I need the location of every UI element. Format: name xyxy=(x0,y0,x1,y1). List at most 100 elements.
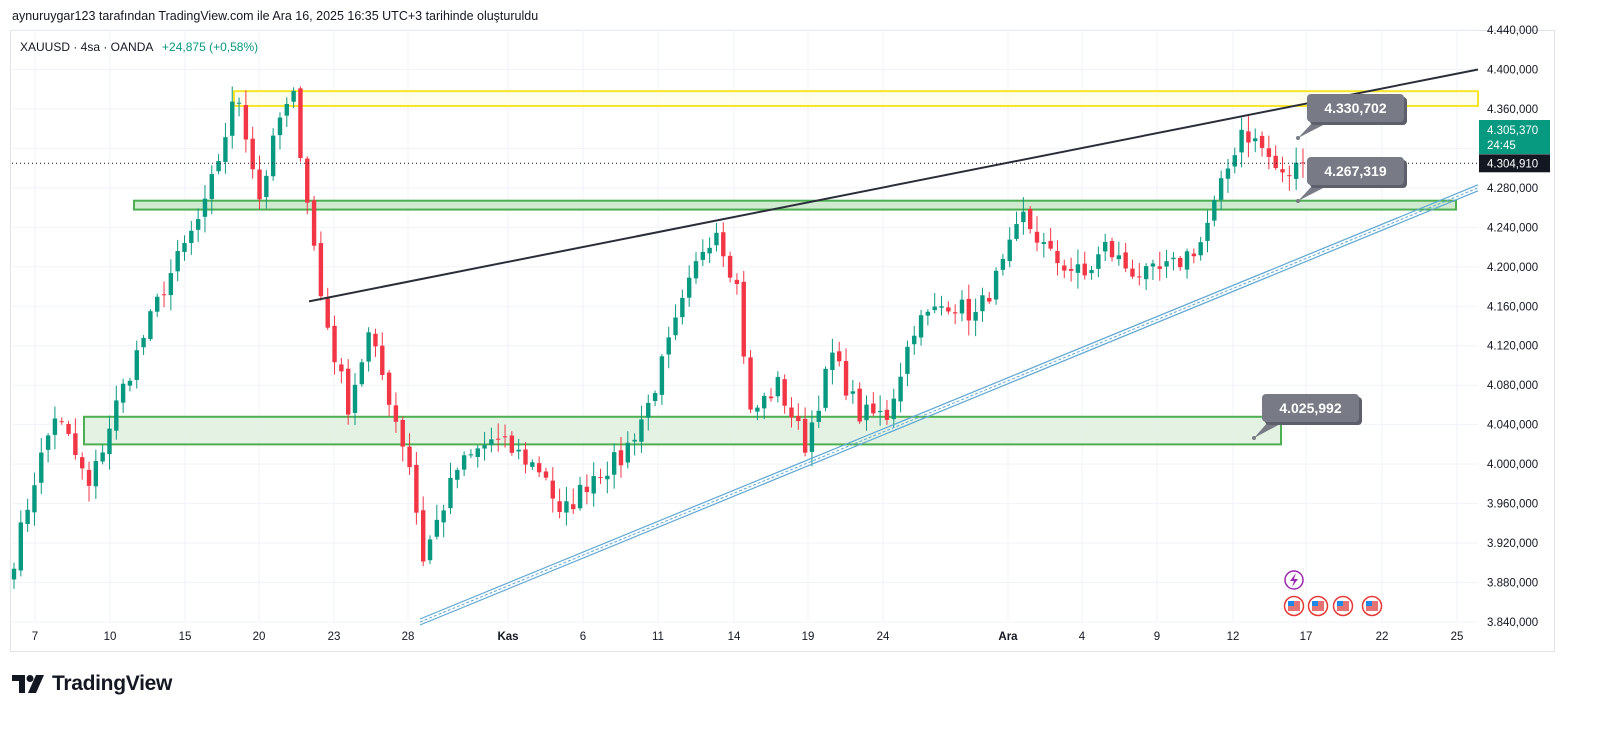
zone-resistance[interactable] xyxy=(233,90,1479,107)
candle xyxy=(257,155,262,210)
candle xyxy=(250,126,255,179)
candle xyxy=(666,326,671,369)
candle-body xyxy=(789,407,794,418)
channel-line-upper[interactable] xyxy=(419,184,1479,620)
time-tick-label: 6 xyxy=(580,631,586,643)
price-callout[interactable]: 4.025,992 xyxy=(1252,394,1362,440)
candle xyxy=(155,293,160,317)
candle-body xyxy=(557,501,562,513)
candle xyxy=(673,304,678,341)
candle-body xyxy=(345,368,351,415)
flag-canton xyxy=(1337,601,1343,606)
candle xyxy=(939,295,944,316)
candle-body xyxy=(120,383,126,403)
candle xyxy=(475,445,480,468)
candle xyxy=(421,496,426,567)
channel-line-lower[interactable] xyxy=(419,190,1479,626)
time-tick-label: 20 xyxy=(253,631,266,643)
candle-body xyxy=(571,504,576,510)
candle xyxy=(195,208,201,242)
candle-body xyxy=(905,346,910,374)
price-tick-label: 4.400,000 xyxy=(1487,64,1538,76)
candle-body xyxy=(1212,200,1217,221)
candle xyxy=(1178,255,1183,271)
candle xyxy=(80,452,85,480)
us-flag-event-icon[interactable] xyxy=(1283,595,1305,617)
candle xyxy=(434,504,440,540)
time-tick-label: 10 xyxy=(104,631,117,643)
candle xyxy=(93,449,99,499)
callout-label: 4.025,992 xyxy=(1279,400,1341,416)
candle-body xyxy=(189,230,194,244)
trend-line[interactable] xyxy=(308,68,1479,303)
candle-body xyxy=(659,356,665,395)
candle xyxy=(386,369,392,417)
brand-name: TradingView xyxy=(52,672,173,695)
candle xyxy=(1130,259,1135,279)
candle xyxy=(1164,249,1169,278)
candle-body xyxy=(475,448,480,457)
candle-body xyxy=(441,510,446,523)
candle-body xyxy=(1191,253,1197,257)
candle-body xyxy=(421,510,426,562)
candle xyxy=(789,397,794,428)
candle-body xyxy=(577,484,583,509)
candle xyxy=(721,222,726,268)
candle xyxy=(1089,265,1094,280)
candle xyxy=(796,403,801,430)
callout-label: 4.330,702 xyxy=(1324,100,1386,116)
candle-body xyxy=(898,376,903,402)
candle-body xyxy=(1218,178,1224,200)
candle xyxy=(468,449,474,459)
candle-body xyxy=(686,277,692,298)
us-flag-event-icon[interactable] xyxy=(1332,595,1354,617)
candle-body xyxy=(1109,241,1115,258)
tradingview-logo[interactable]: TradingView xyxy=(12,672,172,696)
zone-support-lower[interactable] xyxy=(83,415,1282,446)
lightning-event-icon[interactable] xyxy=(1284,570,1304,590)
candle xyxy=(618,437,624,478)
candle-body xyxy=(114,400,119,431)
candle xyxy=(1246,116,1251,158)
candle xyxy=(714,222,719,252)
economic-events xyxy=(1283,570,1383,617)
candle-body xyxy=(311,200,317,246)
candle xyxy=(1062,259,1067,279)
candle xyxy=(189,220,194,255)
candle-body xyxy=(1068,268,1074,271)
candle-body xyxy=(1259,135,1265,148)
candle xyxy=(489,427,494,453)
candle-body xyxy=(652,393,658,401)
candle-body xyxy=(298,88,303,158)
candle xyxy=(509,431,515,456)
candle-body xyxy=(864,404,869,421)
candle xyxy=(1293,147,1299,191)
candle-body xyxy=(107,428,112,455)
price-tick-label: 3.960,000 xyxy=(1487,499,1538,511)
candle-body xyxy=(1103,241,1108,252)
candle-body xyxy=(959,299,965,314)
candle xyxy=(1259,131,1265,157)
candle-body xyxy=(530,462,535,467)
us-flag-event-icon[interactable] xyxy=(1307,595,1329,617)
candle xyxy=(1225,158,1231,193)
candle xyxy=(912,325,917,355)
price-callout[interactable]: 4.267,319 xyxy=(1296,157,1407,203)
time-tick-label: 9 xyxy=(1154,631,1160,643)
candle-body xyxy=(605,475,610,480)
candle xyxy=(305,156,310,215)
candle xyxy=(1198,236,1203,261)
candle-body xyxy=(468,454,474,456)
price-callout[interactable]: 4.330,702 xyxy=(1296,94,1407,140)
candle-body xyxy=(134,350,139,380)
candle xyxy=(611,443,617,489)
current-price-tag-bg xyxy=(1479,120,1550,154)
candle xyxy=(830,338,835,385)
candle-body xyxy=(639,419,644,442)
candle-body xyxy=(993,270,999,300)
us-flag-event-icon[interactable] xyxy=(1361,595,1383,617)
candle-body xyxy=(980,295,985,312)
candle xyxy=(516,438,521,460)
candle xyxy=(932,292,937,314)
